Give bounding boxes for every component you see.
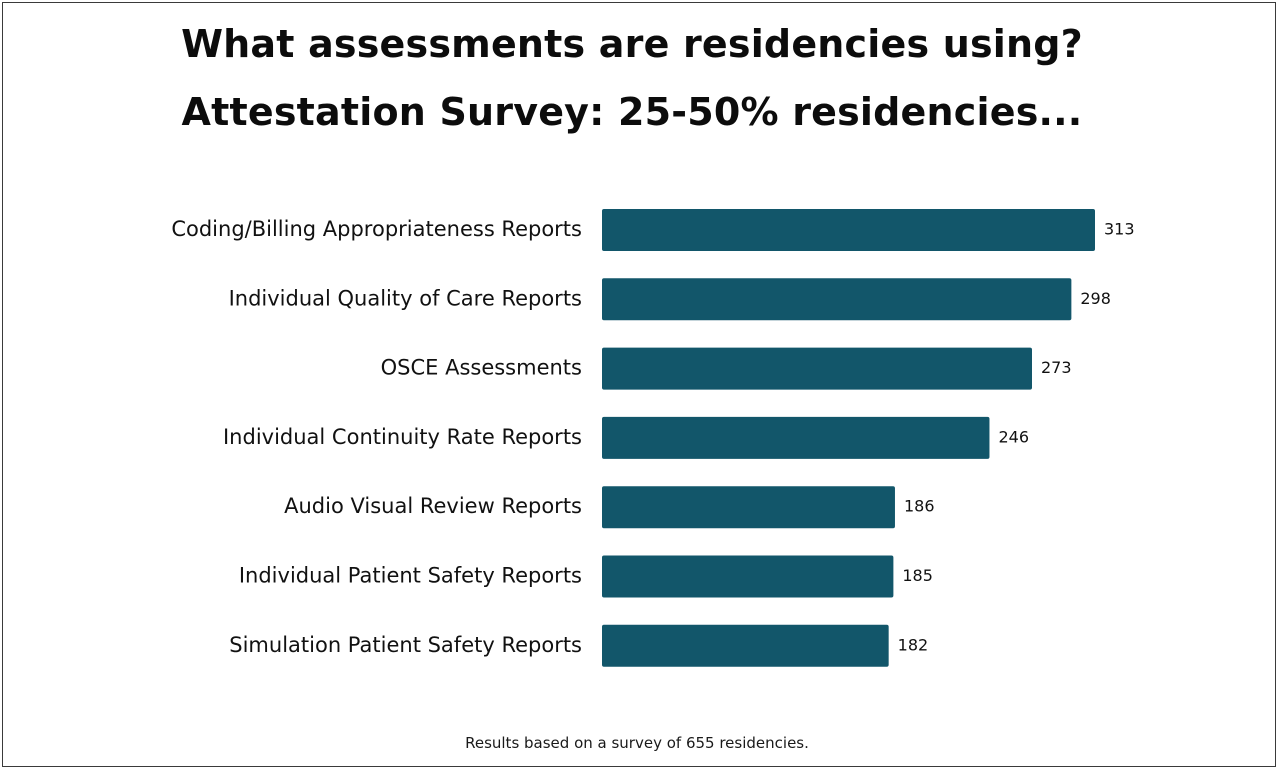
category-label: Audio Visual Review Reports (284, 494, 582, 518)
category-label: Individual Patient Safety Reports (239, 564, 582, 588)
bar (602, 486, 895, 529)
bar-group: Individual Quality of Care Reports 298 (229, 278, 1111, 321)
category-label: Individual Quality of Care Reports (229, 286, 582, 310)
footnote: Results based on a survey of 655 residen… (465, 734, 809, 752)
data-label: 186 (904, 497, 935, 516)
data-label: 185 (902, 566, 933, 585)
bar (602, 278, 1072, 321)
bar (602, 416, 990, 459)
data-label: 298 (1080, 289, 1111, 308)
bar-group: Audio Visual Review Reports 186 (284, 486, 935, 529)
category-label: Simulation Patient Safety Reports (229, 633, 582, 657)
chart-title: What assessments are residencies using? (181, 22, 1083, 66)
bar (602, 555, 894, 598)
bar-group: Individual Continuity Rate Reports 246 (223, 416, 1029, 459)
data-label: 182 (898, 635, 929, 654)
bar-group: Individual Patient Safety Reports 185 (239, 555, 933, 598)
bar (602, 209, 1095, 251)
bar (602, 624, 889, 667)
bar-group: OSCE Assessments 273 (381, 347, 1072, 390)
category-label: Coding/Billing Appropriateness Reports (171, 217, 582, 241)
data-label: 313 (1104, 220, 1135, 239)
category-label: OSCE Assessments (381, 356, 582, 380)
bar-group: Coding/Billing Appropriateness Reports 31… (171, 209, 1135, 251)
bar-group: Simulation Patient Safety Reports 182 (229, 624, 929, 667)
bar (602, 347, 1032, 390)
category-label: Individual Continuity Rate Reports (223, 425, 582, 449)
data-label: 246 (998, 427, 1029, 446)
data-label: 273 (1041, 358, 1072, 377)
chart-subtitle: Attestation Survey: 25-50% residencies..… (181, 90, 1083, 134)
